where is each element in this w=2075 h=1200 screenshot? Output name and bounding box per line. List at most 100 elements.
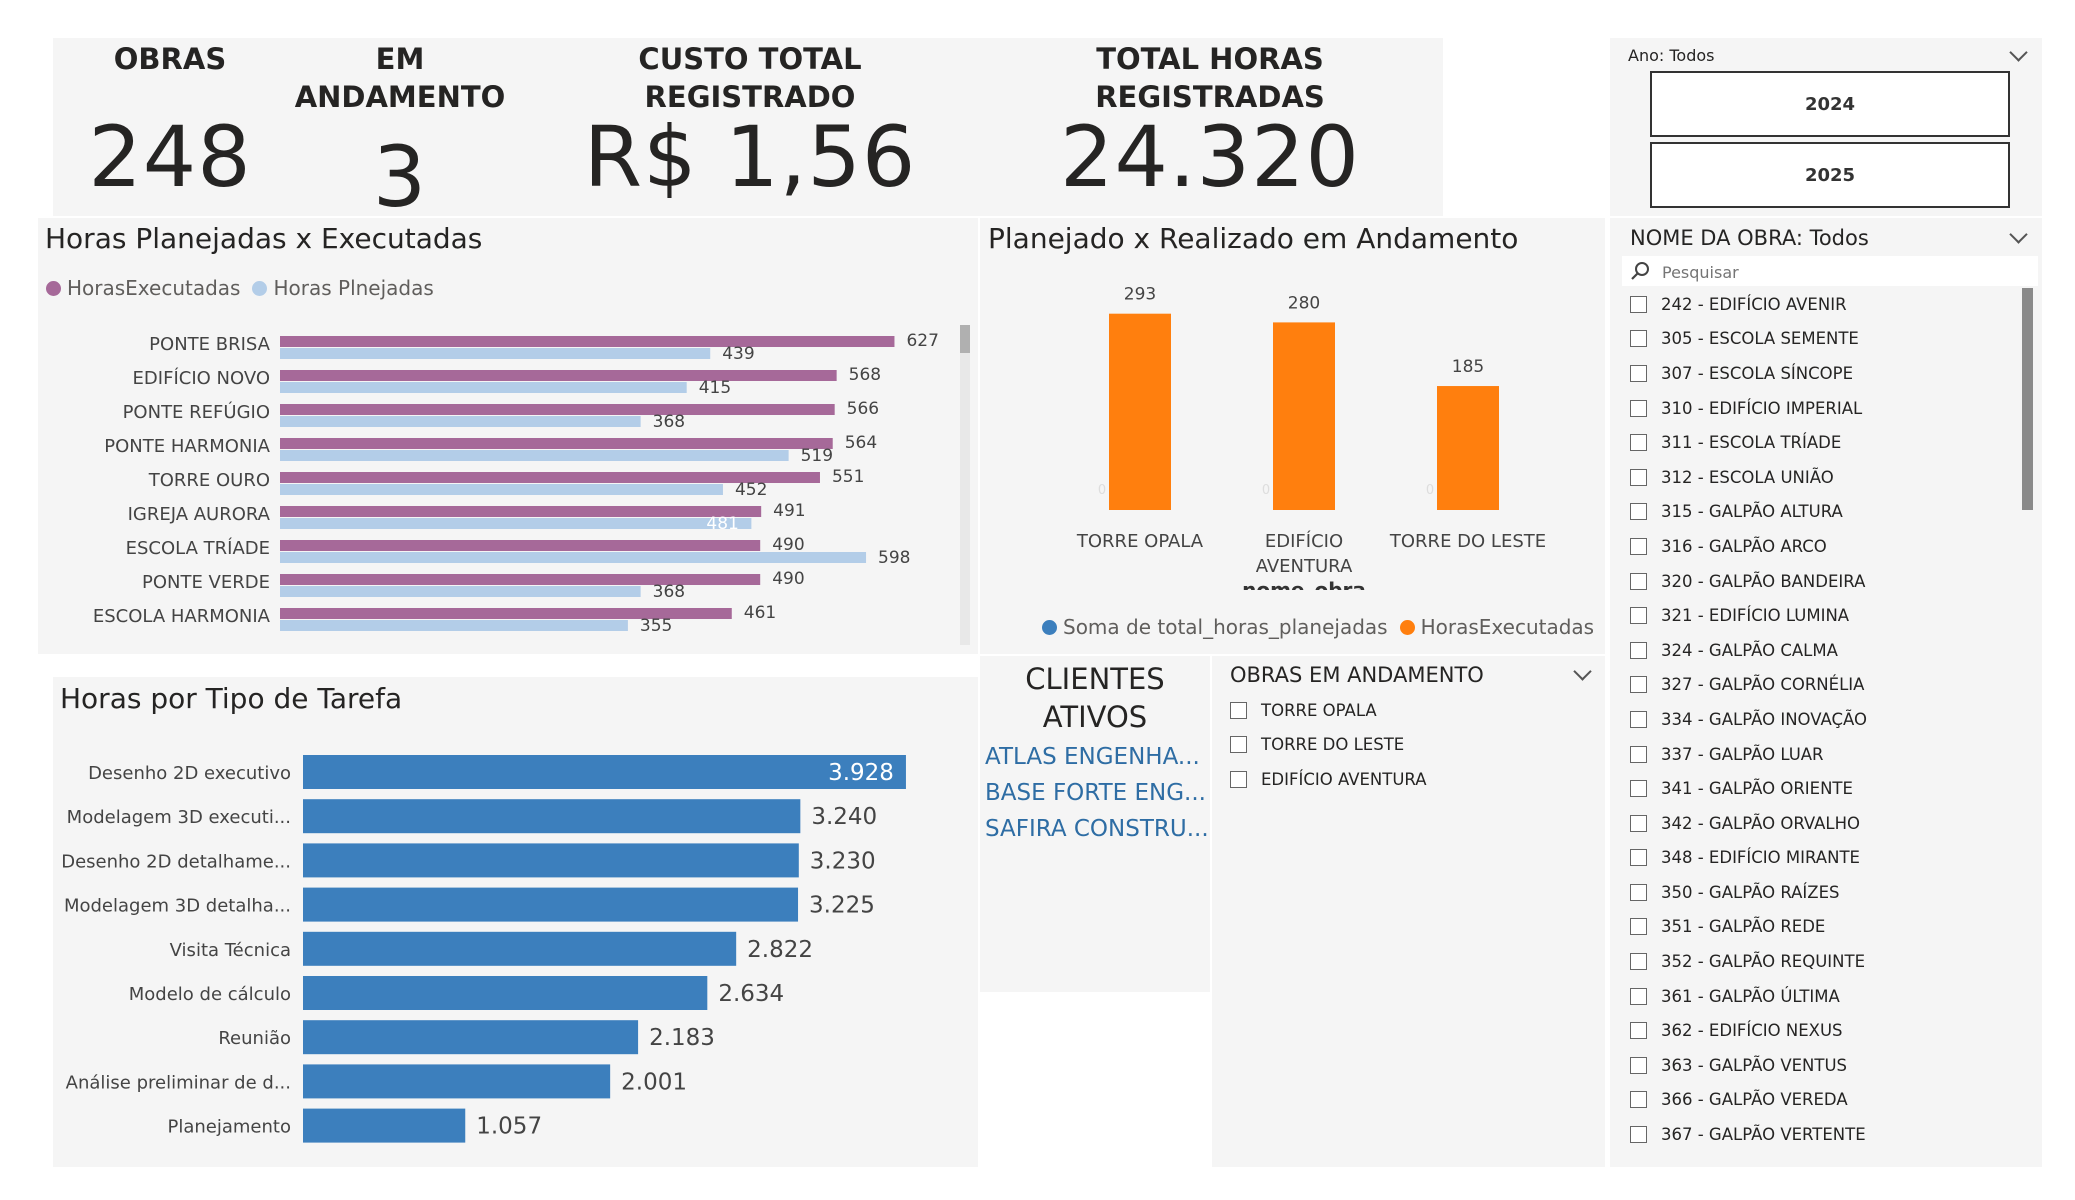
checkbox[interactable] [1630, 1022, 1647, 1040]
obra-item[interactable]: 363 - GALPÃO VENTUS [1630, 1048, 1867, 1083]
checkbox[interactable] [1630, 676, 1647, 694]
obra-item[interactable]: 321 - EDIFÍCIO LUMINA [1630, 598, 1867, 633]
cliente-item[interactable]: ATLAS ENGENHA... [985, 744, 1200, 770]
obra-item[interactable]: 242 - EDIFÍCIO AVENIR [1630, 287, 1867, 322]
obra-item[interactable]: 342 - GALPÃO ORVALHO [1630, 806, 1867, 841]
checkbox[interactable] [1230, 736, 1247, 754]
obra-item[interactable]: 352 - GALPÃO REQUINTE [1630, 944, 1867, 979]
checkbox[interactable] [1630, 1056, 1647, 1074]
obra-item[interactable]: 334 - GALPÃO INOVAÇÃO [1630, 702, 1867, 737]
obra-item[interactable]: 341 - GALPÃO ORIENTE [1630, 771, 1867, 806]
checkbox[interactable] [1630, 468, 1647, 486]
checkbox[interactable] [1630, 780, 1647, 798]
andamento-item[interactable]: TORRE OPALA [1230, 693, 1427, 728]
kpi-andamento-value: 3 [372, 128, 428, 226]
checkbox[interactable] [1630, 1126, 1647, 1144]
data-label-executadas: 551 [832, 467, 864, 487]
obra-slicer-header[interactable]: NOME DA OBRA: Todos [1630, 226, 1869, 250]
data-label: 2.001 [621, 1069, 687, 1095]
obra-item[interactable]: 327 - GALPÃO CORNÉLIA [1630, 668, 1867, 703]
checkbox[interactable] [1630, 399, 1647, 417]
search-icon [1631, 262, 1649, 280]
data-label-planejado: 0 [1426, 483, 1434, 498]
checkbox[interactable] [1630, 295, 1647, 313]
data-label-realizado: 185 [1452, 357, 1484, 377]
data-label-planejadas: 368 [653, 582, 685, 602]
bar-planejadas [280, 450, 789, 461]
checkbox[interactable] [1630, 641, 1647, 659]
obra-item[interactable]: 312 - ESCOLA UNIÃO [1630, 460, 1867, 495]
bar-planejadas [280, 586, 641, 597]
checkbox[interactable] [1630, 364, 1647, 382]
data-label-realizado: 280 [1288, 293, 1320, 313]
cliente-item[interactable]: BASE FORTE ENG... [985, 780, 1206, 806]
obra-item[interactable]: 348 - EDIFÍCIO MIRANTE [1630, 841, 1867, 876]
obra-item[interactable]: 350 - GALPÃO RAÍZES [1630, 875, 1867, 910]
obra-item[interactable]: 307 - ESCOLA SÍNCOPE [1630, 356, 1867, 391]
checkbox[interactable] [1630, 572, 1647, 590]
obra-search-input[interactable] [1660, 260, 2024, 284]
obra-search-box[interactable] [1622, 256, 2038, 286]
checkbox[interactable] [1630, 883, 1647, 901]
obra-item[interactable]: 367 - GALPÃO VERTENTE [1630, 1117, 1867, 1152]
obra-item[interactable]: 324 - GALPÃO CALMA [1630, 633, 1867, 668]
obra-item[interactable]: 316 - GALPÃO ARCO [1630, 529, 1867, 564]
obra-item-label: 351 - GALPÃO REDE [1661, 917, 1826, 937]
bar-tarefa [303, 1064, 611, 1099]
obra-item[interactable]: 310 - EDIFÍCIO IMPERIAL [1630, 391, 1867, 426]
ano-option-2025[interactable]: 2025 [1650, 142, 2010, 208]
andamento-list: TORRE OPALA TORRE DO LESTE EDIFÍCIO AVEN… [1230, 693, 1427, 797]
ano-option-2024[interactable]: 2024 [1650, 71, 2010, 137]
obra-item[interactable]: 361 - GALPÃO ÚLTIMA [1630, 979, 1867, 1014]
obra-list-scrollbar[interactable] [2022, 288, 2033, 510]
obra-item[interactable]: 305 - ESCOLA SEMENTE [1630, 322, 1867, 357]
checkbox[interactable] [1630, 918, 1647, 936]
obra-item-label: 320 - GALPÃO BANDEIRA [1661, 571, 1866, 591]
chart1-scrollbar-thumb[interactable] [960, 325, 970, 353]
obra-item-label: 242 - EDIFÍCIO AVENIR [1661, 294, 1847, 314]
cliente-item[interactable]: SAFIRA CONSTRU... [985, 816, 1209, 842]
obra-item-label: 324 - GALPÃO CALMA [1661, 640, 1838, 660]
andamento-item[interactable]: EDIFÍCIO AVENTURA [1230, 762, 1427, 797]
obra-item[interactable]: 315 - GALPÃO ALTURA [1630, 495, 1867, 530]
bar-executadas [280, 608, 732, 619]
checkbox[interactable] [1630, 710, 1647, 728]
checkbox[interactable] [1630, 745, 1647, 763]
checkbox[interactable] [1630, 537, 1647, 555]
obra-item-label: 311 - ESCOLA TRÍADE [1661, 433, 1842, 453]
andamento-item[interactable]: TORRE DO LESTE [1230, 728, 1427, 763]
checkbox[interactable] [1230, 701, 1247, 719]
data-label-executadas: 568 [849, 365, 881, 385]
checkbox[interactable] [1630, 607, 1647, 625]
obra-item[interactable]: 320 - GALPÃO BANDEIRA [1630, 564, 1867, 599]
obra-item-label: 337 - GALPÃO LUAR [1661, 744, 1824, 764]
checkbox[interactable] [1630, 814, 1647, 832]
checkbox[interactable] [1630, 503, 1647, 521]
obra-item[interactable]: 337 - GALPÃO LUAR [1630, 737, 1867, 772]
clientes-title-line1: CLIENTES [1025, 662, 1165, 696]
checkbox[interactable] [1230, 770, 1247, 788]
legend-dot-planejadas [252, 280, 268, 296]
andamento-slicer-header[interactable]: OBRAS EM ANDAMENTO [1230, 663, 1484, 687]
category-label: PONTE VERDE [142, 572, 270, 593]
ano-slicer-header[interactable]: Ano: Todos [1628, 46, 1715, 65]
data-label: 2.634 [718, 981, 784, 1007]
bar-planejadas [280, 416, 641, 427]
checkbox[interactable] [1630, 1091, 1647, 1109]
checkbox[interactable] [1630, 434, 1647, 452]
bar-tarefa [303, 1108, 466, 1143]
obra-item[interactable]: 351 - GALPÃO REDE [1630, 910, 1867, 945]
chart1-scrollbar[interactable] [960, 325, 970, 645]
checkbox[interactable] [1630, 953, 1647, 971]
category-label: PONTE BRISA [149, 334, 271, 355]
obra-item[interactable]: 362 - EDIFÍCIO NEXUS [1630, 1013, 1867, 1048]
checkbox[interactable] [1630, 330, 1647, 348]
obra-item-label: 342 - GALPÃO ORVALHO [1661, 813, 1860, 833]
checkbox[interactable] [1630, 849, 1647, 867]
kpi-horas-value: 24.320 [1060, 108, 1360, 206]
data-label-planejadas: 481 [706, 514, 738, 534]
data-label-executadas: 564 [845, 433, 877, 453]
checkbox[interactable] [1630, 987, 1647, 1005]
obra-item[interactable]: 366 - GALPÃO VEREDA [1630, 1083, 1867, 1118]
obra-item[interactable]: 311 - ESCOLA TRÍADE [1630, 425, 1867, 460]
